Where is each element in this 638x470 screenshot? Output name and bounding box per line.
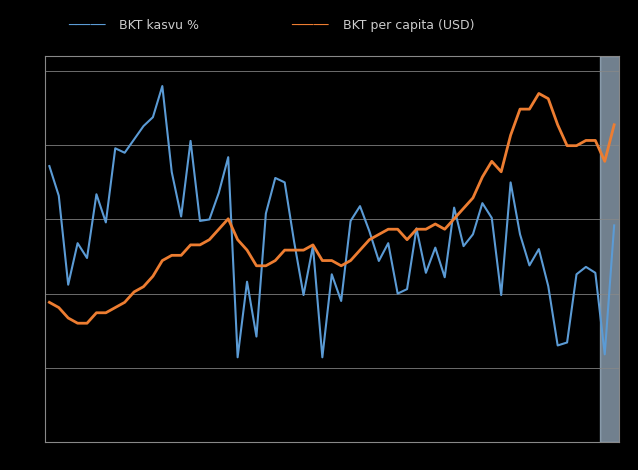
- Text: BKT kasvu %: BKT kasvu %: [119, 19, 199, 32]
- Bar: [600, 56, 623, 442]
- Text: ─────: ─────: [292, 19, 329, 32]
- Text: ─────: ─────: [68, 19, 105, 32]
- Text: BKT per capita (USD): BKT per capita (USD): [343, 19, 475, 32]
